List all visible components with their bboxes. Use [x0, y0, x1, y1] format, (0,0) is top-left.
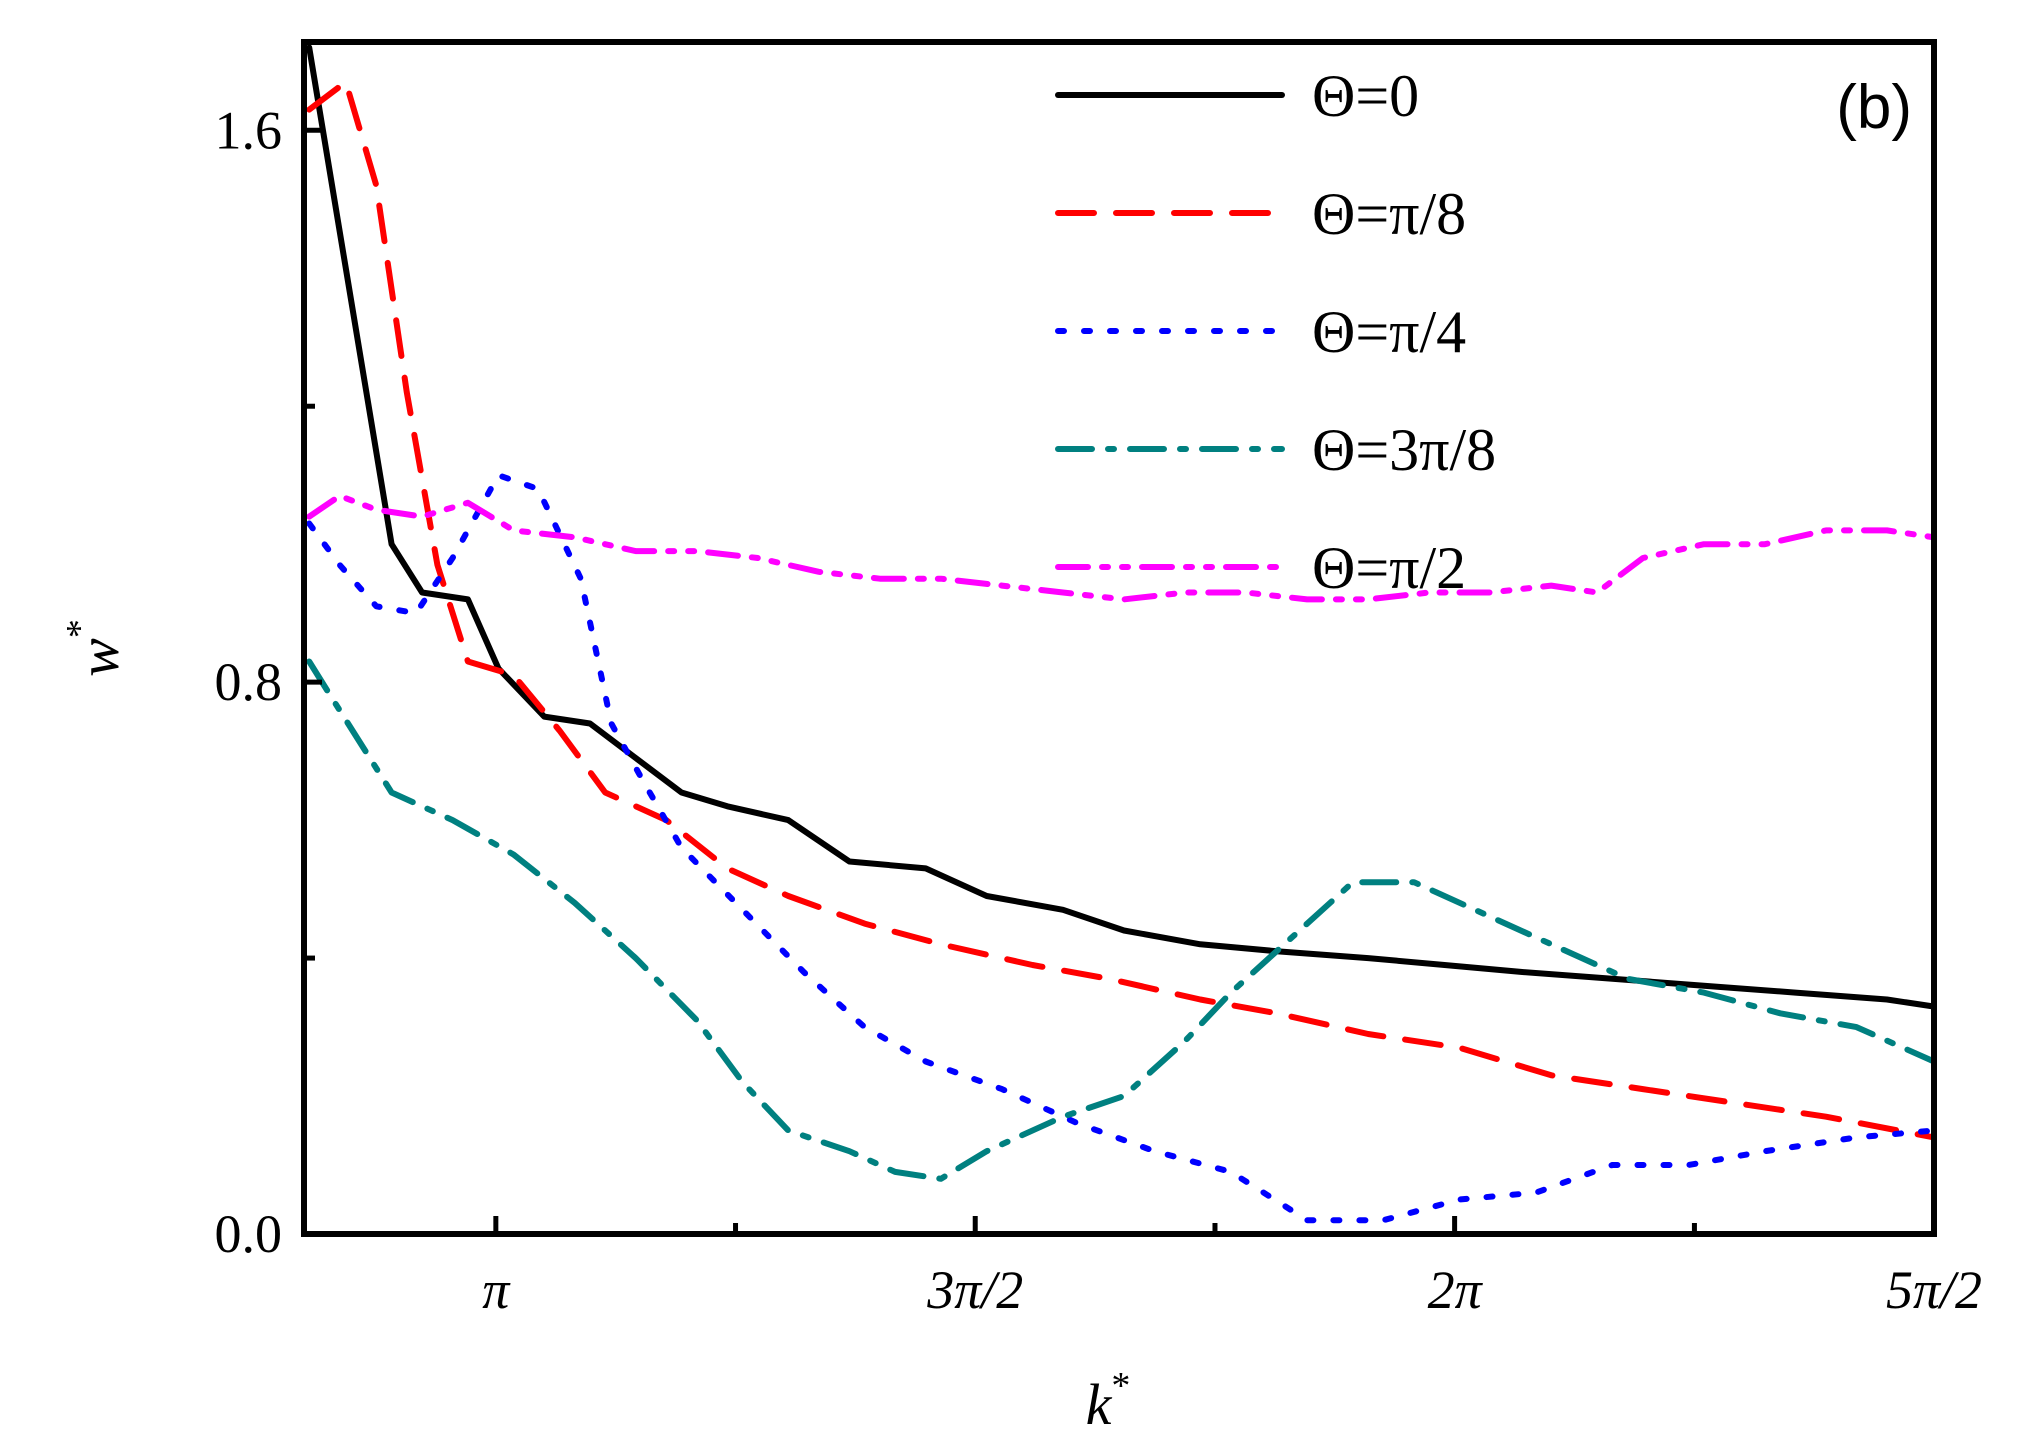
y-axis-title-sup: *	[59, 619, 101, 638]
series-line-5	[306, 492, 1937, 603]
legend-entry-5: Θ=π/2	[1055, 535, 1466, 601]
legend-entry-4: Θ=3π/8	[1055, 417, 1496, 483]
legend-label-4: Θ=3π/8	[1312, 417, 1496, 483]
plot-frame	[301, 39, 1937, 1237]
series-line-4	[306, 658, 1937, 1182]
svg-text:k*: k*	[1086, 1365, 1131, 1437]
legend-label-3: Θ=π/4	[1312, 299, 1466, 365]
series-line-3	[306, 472, 1937, 1224]
panel-label: (b)	[1836, 73, 1912, 142]
legend-entry-3: Θ=π/4	[1055, 299, 1466, 365]
x-tick-label-2: 2π	[1428, 1260, 1484, 1320]
legend: Θ=0 Θ=π/8 Θ=π/4 Θ=3π/8 Θ=π/2	[1055, 63, 1496, 601]
legend-entry-1: Θ=0	[1055, 63, 1419, 129]
y-tick-label-0-8: 0.8	[215, 652, 283, 712]
y-tick-label-1-6: 1.6	[215, 100, 283, 160]
y-tick-label-0-0: 0.0	[215, 1204, 283, 1264]
legend-label-2: Θ=π/8	[1312, 181, 1466, 247]
y-axis-title: w*	[59, 619, 131, 677]
x-axis-title-base: k	[1086, 1372, 1113, 1437]
svg-text:w*: w*	[59, 619, 131, 677]
x-tick-label-5-2: 5π/2	[1886, 1260, 1982, 1320]
series-line-1	[306, 44, 1936, 1010]
plot-area	[301, 39, 1937, 1237]
series-line-2	[306, 79, 1937, 1141]
y-axis-title-base: w	[66, 638, 131, 677]
legend-label-5: Θ=π/2	[1312, 535, 1466, 601]
legend-entry-2: Θ=π/8	[1055, 181, 1466, 247]
x-axis-title-sup: *	[1111, 1365, 1130, 1407]
ticks-layer: π 3π/2 2π 5π/2 0.0 0.8 1.6	[215, 100, 1983, 1320]
x-tick-label-v: π	[482, 1260, 511, 1320]
x-tick-label-3-2: 3π/2	[926, 1260, 1023, 1320]
x-axis-title: k*	[1086, 1365, 1131, 1437]
series-layer	[306, 44, 1937, 1224]
legend-label-1: Θ=0	[1312, 63, 1419, 129]
